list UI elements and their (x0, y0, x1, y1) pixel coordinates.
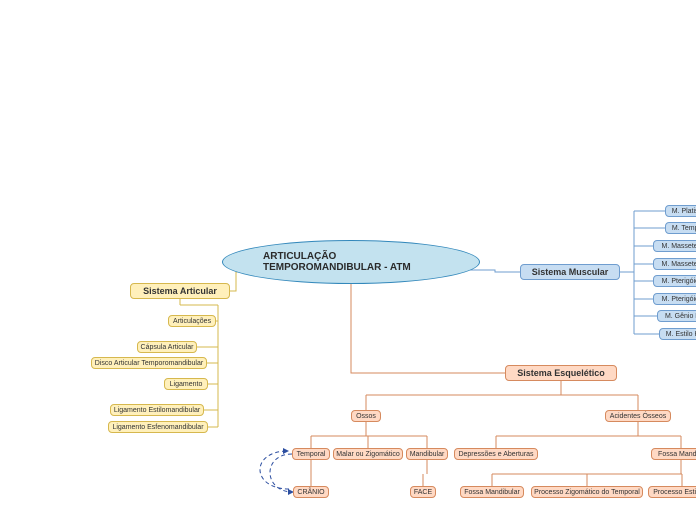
node-ligamento-esfenomandibular: Ligamento Esfenomandibular (108, 421, 208, 433)
node-ossos: Ossos (351, 410, 381, 422)
node-articula-es: Articulações (168, 315, 216, 327)
center-node: ARTICULAÇÃOTEMPOROMANDIBULAR - ATM (222, 240, 480, 284)
node-processo-estil-ide: Processo Estilóide (648, 486, 696, 498)
node-sistema-muscular: Sistema Muscular (520, 264, 620, 280)
node-sistema-articular: Sistema Articular (130, 283, 230, 299)
node-cr-nio: CRÂNIO (293, 486, 329, 498)
node-fossa-mandib-: Fossa Mandib. (651, 448, 696, 460)
node-face: FACE (410, 486, 436, 498)
node-depress-es-e-aberturas: Depressões e Aberturas (454, 448, 538, 460)
node-acidentes-sseos: Acidentes Ósseos (605, 410, 671, 422)
node-m-temporal: M. Temporal (665, 222, 696, 234)
node-m-pterig-ideo-med-: M. Pterigóideo Med. (653, 275, 696, 287)
node-processo-zigom-tico-do-temporal: Processo Zigomático do Temporal (531, 486, 643, 498)
node-temporal: Temporal (292, 448, 330, 460)
node-disco-articular-temporomandibular: Disco Articular Temporomandibular (91, 357, 207, 369)
node-m-masseter-profun-: M. Masseter Profun. (653, 258, 696, 270)
node-malar-ou-zigom-tico: Malar ou Zigomático (333, 448, 403, 460)
mindmap-canvas: ARTICULAÇÃOTEMPOROMANDIBULAR - ATMSistem… (0, 0, 696, 520)
node-m-platisma: M. Platisma (665, 205, 696, 217)
node-m-pterig-ideo-late-: M. Pterigóideo Late. (653, 293, 696, 305)
node-ligamento: Ligamento (164, 378, 208, 390)
node-m-estilo-hioideo: M. Estilo Hioideo (659, 328, 696, 340)
node-ligamento-estilomandibular: Ligamento Estilomandibular (110, 404, 204, 416)
node-c-psula-articular: Cápsula Articular (137, 341, 197, 353)
node-sistema-esquel-tico: Sistema Esquelético (505, 365, 617, 381)
node-mandibular: Mandibular (406, 448, 448, 460)
node-m-masseter-superf-: M. Masseter Superf. (653, 240, 696, 252)
node-fossa-mandibular: Fossa Mandibular (460, 486, 524, 498)
node-m-g-nio-hioideo: M. Gênio Hioideo (657, 310, 696, 322)
